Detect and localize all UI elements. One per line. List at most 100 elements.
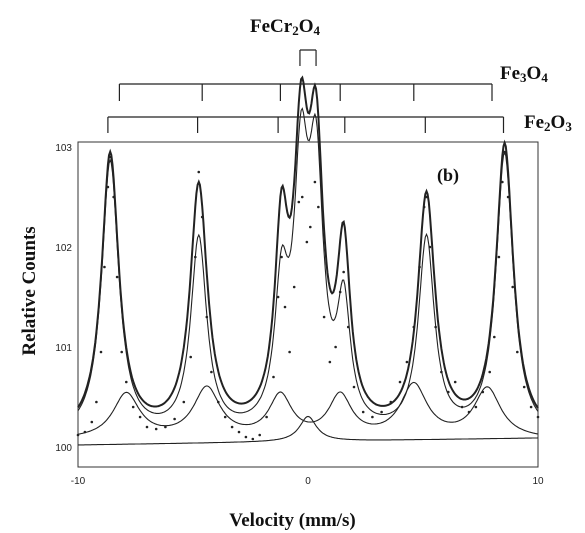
y-axis-label: Relative Counts (19, 226, 40, 356)
data-point (398, 380, 402, 384)
data-point (328, 360, 332, 364)
data-point (276, 295, 280, 299)
data-point (292, 285, 296, 289)
data-point (244, 435, 248, 439)
fecr2o4-label: FeCr2O4 (250, 16, 320, 38)
data-point (412, 325, 416, 329)
data-point (405, 360, 409, 364)
data-point (529, 405, 533, 409)
data-point (425, 195, 428, 199)
data-point (217, 400, 220, 404)
data-point (115, 275, 119, 279)
data-point (389, 400, 393, 404)
data-point (453, 380, 457, 384)
fe2o3-label: Fe2O3 (524, 112, 572, 134)
data-point (305, 240, 309, 244)
data-point (380, 410, 383, 414)
data-point (272, 375, 275, 379)
data-point (280, 255, 283, 259)
x-tick-label: 10 (532, 476, 544, 487)
data-point (90, 420, 94, 424)
data-point (131, 405, 135, 409)
data-point (112, 195, 115, 199)
data-point (265, 415, 268, 419)
data-point (154, 427, 158, 431)
fit-component-curve (78, 415, 539, 446)
data-point (106, 185, 110, 189)
fit-component-curve (77, 381, 539, 435)
data-point (334, 345, 337, 349)
data-point (511, 285, 514, 289)
data-point (474, 405, 478, 409)
data-point (258, 433, 262, 437)
fe3o4-label: Fe3O4 (500, 63, 548, 85)
data-point (493, 335, 496, 339)
x-tick-label: -10 (71, 476, 86, 487)
y-tick-label: 102 (55, 243, 72, 254)
data-point (103, 265, 106, 269)
data-point (338, 290, 342, 294)
data-point (76, 433, 80, 437)
plot-frame (77, 141, 539, 468)
data-point (230, 425, 234, 429)
data-point (501, 180, 504, 184)
data-point (361, 410, 365, 414)
panel-label: (b) (437, 165, 459, 185)
data-point (197, 170, 201, 174)
data-point (205, 315, 209, 319)
data-point (210, 370, 213, 374)
data-point (346, 325, 350, 329)
data-point (371, 415, 374, 419)
data-point (522, 385, 526, 389)
data-point (237, 430, 241, 434)
data-point (460, 405, 464, 409)
data-point (503, 150, 506, 154)
data-point (447, 390, 450, 394)
data-point (194, 255, 197, 259)
data-point (440, 370, 443, 374)
data-point (108, 155, 112, 159)
data-point (342, 270, 345, 274)
data-point (322, 315, 326, 319)
y-tick-label: 103 (55, 143, 72, 154)
data-point (352, 385, 356, 389)
data-point (223, 415, 227, 419)
data-point (288, 350, 291, 354)
data-point (422, 205, 426, 209)
data-point (467, 410, 471, 414)
data-point (164, 425, 167, 429)
fit-total-curve (77, 75, 539, 409)
data-point (145, 425, 149, 429)
data-point (251, 437, 255, 441)
x-axis-label: Velocity (mm/s) (229, 510, 356, 531)
data-point (125, 380, 128, 384)
data-point (516, 350, 519, 354)
data-point (481, 390, 485, 394)
data-point (317, 205, 320, 209)
data-point (300, 195, 304, 199)
data-point (138, 415, 142, 419)
data-point (297, 200, 301, 204)
data-point (488, 370, 492, 374)
data-point (283, 305, 287, 309)
data-point (120, 350, 123, 354)
data-point (189, 355, 192, 359)
data-point (309, 225, 312, 229)
data-point (182, 400, 186, 404)
data-point (83, 430, 87, 434)
data-point (99, 350, 103, 354)
data-point (200, 215, 204, 219)
data-point (173, 417, 176, 421)
data-point (418, 265, 421, 269)
data-point (95, 400, 98, 404)
x-tick-label: 0 (305, 476, 311, 487)
y-tick-label: 100 (55, 443, 72, 454)
data-point (434, 325, 437, 329)
data-point (506, 195, 510, 199)
data-point (313, 180, 317, 184)
data-point (428, 245, 432, 249)
y-tick-label: 101 (55, 343, 72, 354)
data-point (497, 255, 501, 259)
fit-component-curve (77, 107, 539, 416)
